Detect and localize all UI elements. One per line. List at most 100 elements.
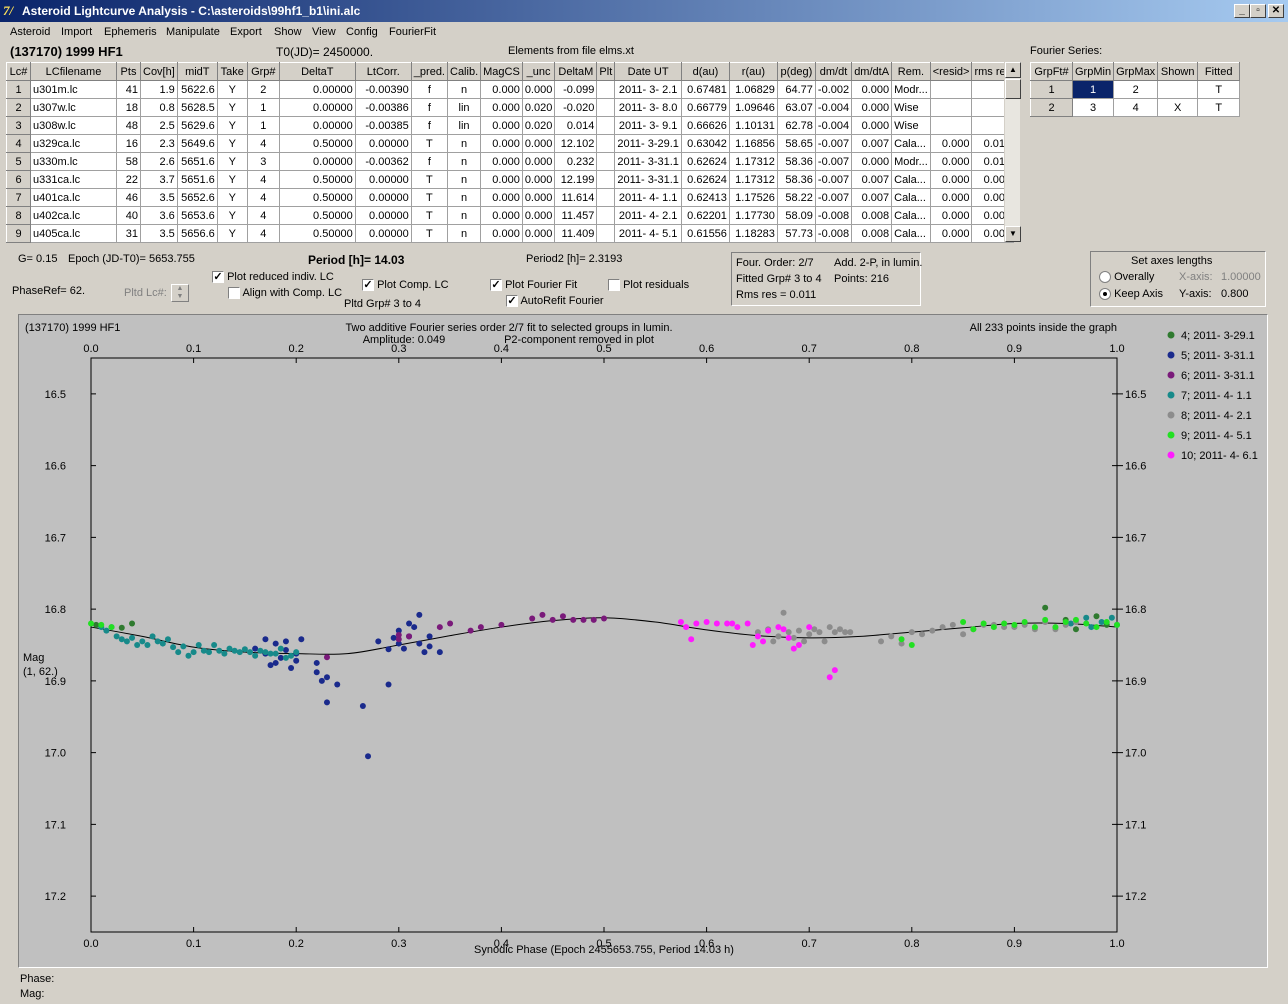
table-cell[interactable]: 5651.6	[176, 170, 218, 189]
fourier-cell[interactable]: 1	[1030, 80, 1073, 99]
table-cell[interactable]: Wise	[891, 116, 931, 135]
table-cell[interactable]: 63.07	[776, 98, 816, 117]
table-cell[interactable]: Cala...	[891, 170, 931, 189]
fourier-column-header[interactable]: GrpMin	[1071, 62, 1115, 81]
table-cell[interactable]: n	[446, 152, 482, 171]
table-cell[interactable]	[929, 116, 973, 135]
table-cell[interactable]: 4	[246, 134, 280, 153]
table-cell[interactable]: 0.00000	[278, 80, 356, 99]
table-cell[interactable]: 0.00000	[354, 188, 412, 207]
table-cell[interactable]: 0.00000	[354, 134, 412, 153]
table-cell[interactable]: 0.67481	[680, 80, 730, 99]
table-cell[interactable]: 9	[6, 224, 31, 243]
table-scrollbar[interactable]: ▲ ▼	[1004, 62, 1021, 242]
table-cell[interactable]	[596, 116, 616, 135]
table-cell[interactable]: T	[410, 134, 449, 153]
table-cell[interactable]: n	[446, 224, 482, 243]
scroll-down-icon[interactable]: ▼	[1005, 226, 1021, 242]
table-cell[interactable]: 0.000	[480, 206, 523, 225]
table-cell[interactable]: 0.000	[480, 170, 523, 189]
table-cell[interactable]: 64.77	[776, 80, 816, 99]
table-cell[interactable]	[596, 134, 616, 153]
table-cell[interactable]: 58.65	[776, 134, 816, 153]
menu-export[interactable]: Export	[230, 26, 262, 38]
table-cell[interactable]: 1.17730	[728, 206, 778, 225]
table-cell[interactable]: 2.3	[140, 134, 178, 153]
table-cell[interactable]: 22	[116, 170, 141, 189]
table-cell[interactable]: Y	[216, 206, 248, 225]
fourier-cell[interactable]: 3	[1071, 98, 1115, 117]
fourier-column-header[interactable]: Fitted	[1197, 62, 1241, 81]
table-cell[interactable]: 0.00000	[354, 206, 412, 225]
table-cell[interactable]: f	[410, 152, 449, 171]
table-cell[interactable]: -0.004	[814, 98, 853, 117]
table-cell[interactable]: 5628.5	[176, 98, 218, 117]
table-cell[interactable]: 0.00000	[354, 224, 412, 243]
table-cell[interactable]: 4	[246, 170, 280, 189]
table-cell[interactable]: 12.199	[554, 170, 598, 189]
table-cell[interactable]: 0.000	[521, 188, 556, 207]
table-cell[interactable]: 0.000	[851, 116, 893, 135]
table-cell[interactable]: 46	[116, 188, 141, 207]
fourier-column-header[interactable]: GrpFt#	[1030, 62, 1073, 81]
table-row[interactable]: 1 u301m.lc 41 1.9 5622.6 Y 2 0.00000 -0.00390 f n 0…	[6, 80, 1015, 99]
table-cell[interactable]: 11.614	[554, 188, 598, 207]
column-header[interactable]: midT	[176, 62, 218, 81]
table-cell[interactable]: 2	[6, 98, 31, 117]
table-cell[interactable]: 0.50000	[278, 134, 356, 153]
table-cell[interactable]: u401ca.lc	[30, 188, 117, 207]
table-cell[interactable]: 1.10131	[728, 116, 778, 135]
fourier-column-header[interactable]: Shown	[1157, 62, 1199, 81]
table-cell[interactable]: u307w.lc	[30, 98, 117, 117]
table-cell[interactable]: 0.8	[140, 98, 178, 117]
lightcurve-plot-panel[interactable]: (137170) 1999 HF1 Two additive Fourier s…	[18, 314, 1268, 968]
plot-reduced-checkbox[interactable]: ✓ Plot reduced indiv. LC	[212, 271, 334, 284]
table-cell[interactable]: 2011- 3- 2.1	[614, 80, 682, 99]
table-cell[interactable]: lin	[446, 98, 482, 117]
table-cell[interactable]: 12.102	[554, 134, 598, 153]
table-cell[interactable]: u330m.lc	[30, 152, 117, 171]
table-cell[interactable]: 0.50000	[278, 188, 356, 207]
column-header[interactable]: Grp#	[246, 62, 280, 81]
table-cell[interactable]: 2011- 3-29.1	[614, 134, 682, 153]
table-cell[interactable]: 0.66626	[680, 116, 730, 135]
menu-ephemeris[interactable]: Ephemeris	[104, 26, 157, 38]
table-cell[interactable]: 0.000	[929, 224, 973, 243]
table-cell[interactable]: -0.007	[814, 170, 853, 189]
table-cell[interactable]: 0.232	[554, 152, 598, 171]
column-header[interactable]: LCfilename	[30, 62, 117, 81]
table-cell[interactable]: 58	[116, 152, 141, 171]
table-cell[interactable]: Cala...	[891, 188, 931, 207]
table-cell[interactable]: 48	[116, 116, 141, 135]
table-cell[interactable]: 0.000	[929, 170, 973, 189]
keep-axis-radio[interactable]: Keep Axis	[1099, 288, 1163, 301]
table-cell[interactable]: 0.000	[929, 134, 973, 153]
column-header[interactable]: MagCS	[480, 62, 523, 81]
table-cell[interactable]: 0.000	[480, 224, 523, 243]
menu-import[interactable]: Import	[61, 26, 93, 38]
table-cell[interactable]: 0.007	[851, 134, 893, 153]
table-cell[interactable]: 5649.6	[176, 134, 218, 153]
table-cell[interactable]: 1	[246, 116, 280, 135]
table-cell[interactable]: 0.000	[521, 152, 556, 171]
table-cell[interactable]: 0.50000	[278, 206, 356, 225]
table-cell[interactable]: 0.000	[480, 188, 523, 207]
fourier-cell[interactable]	[1157, 80, 1199, 99]
table-cell[interactable]: Y	[216, 98, 248, 117]
table-cell[interactable]: 1.17312	[728, 152, 778, 171]
table-cell[interactable]: 58.09	[776, 206, 816, 225]
table-cell[interactable]: Wise	[891, 98, 931, 117]
table-cell[interactable]: 57.73	[776, 224, 816, 243]
table-cell[interactable]: 1.17312	[728, 170, 778, 189]
table-cell[interactable]: 0.50000	[278, 224, 356, 243]
table-cell[interactable]: 1	[246, 98, 280, 117]
table-cell[interactable]: n	[446, 170, 482, 189]
restore-button[interactable]: ▫	[1250, 4, 1266, 18]
table-cell[interactable]	[596, 224, 616, 243]
column-header[interactable]: _pred.	[410, 62, 449, 81]
table-cell[interactable]: 0.000	[521, 134, 556, 153]
table-cell[interactable]: Y	[216, 116, 248, 135]
